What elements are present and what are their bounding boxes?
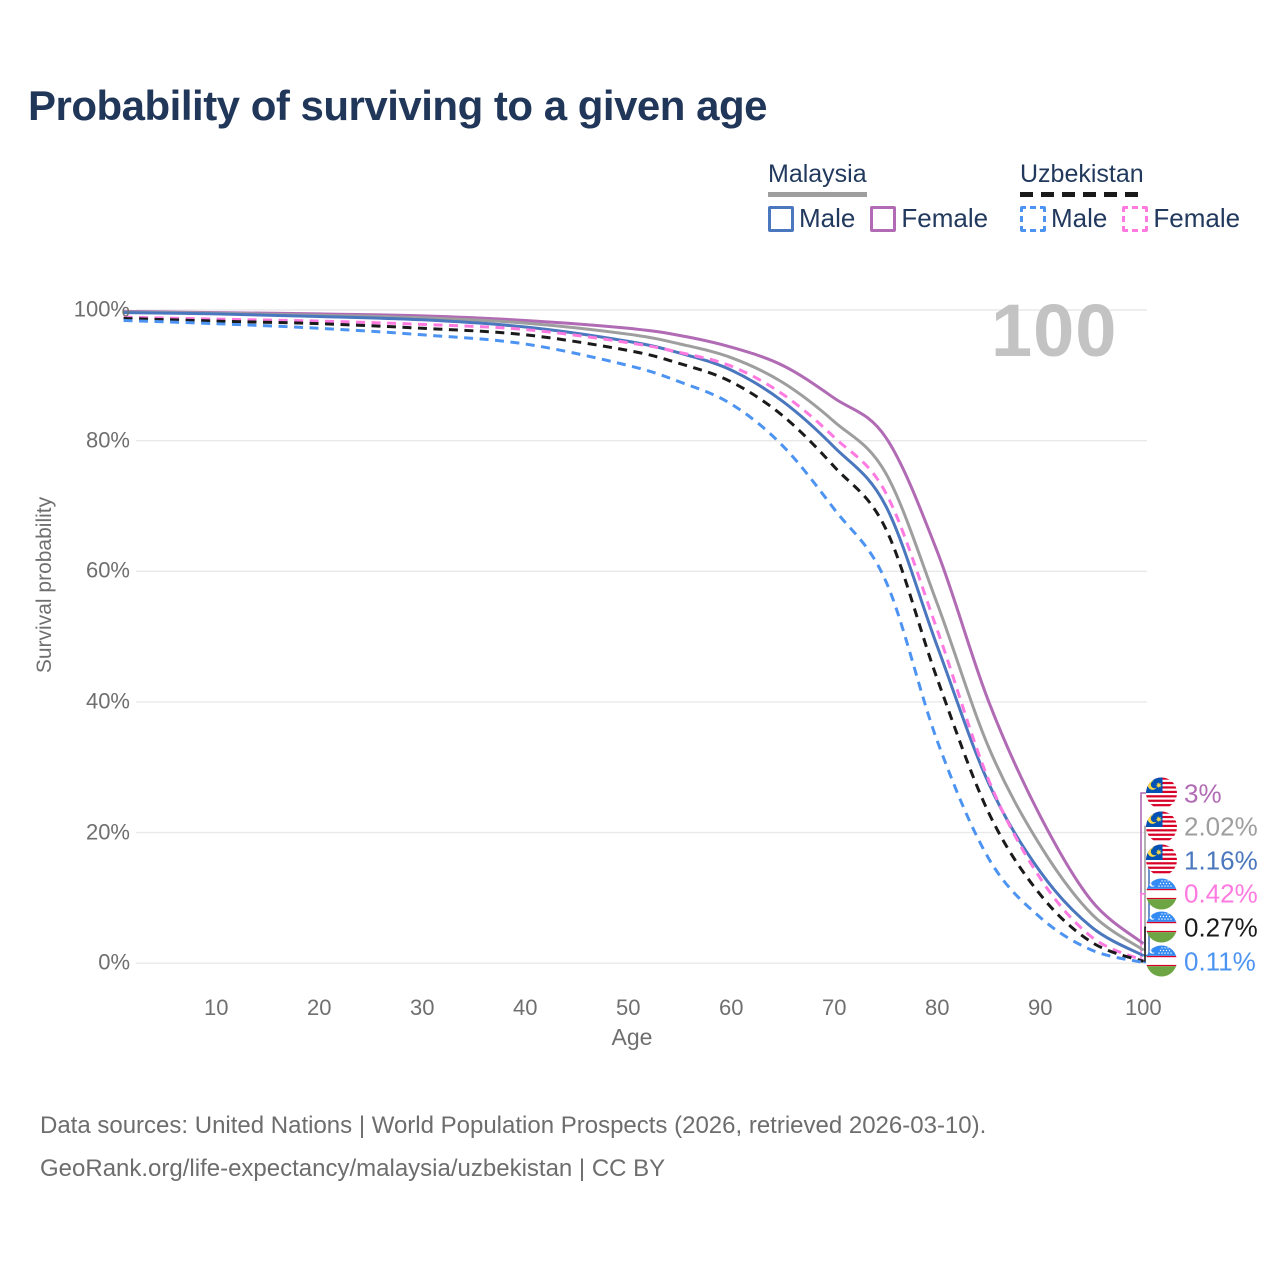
- x-tick-label-100: 100: [1124, 995, 1162, 1020]
- legend-group-uzbekistan: Uzbekistan Male Female: [1020, 160, 1240, 234]
- legend-country-line-dashed: [1020, 192, 1144, 197]
- end-label-uzbekistan-female: 0.42%: [1146, 878, 1258, 910]
- y-tick-label-100pct: 100%: [73, 296, 130, 322]
- y-tick-label-60pct: 60%: [85, 557, 130, 583]
- footer-attribution: GeoRank.org/life-expectancy/malaysia/uzb…: [40, 1155, 666, 1182]
- footer: Data sources: United Nations | World Pop…: [40, 1104, 986, 1190]
- legend-swatch-icon: [870, 205, 897, 232]
- end-value-label: 2.02%: [1184, 811, 1258, 842]
- x-tick-label-70: 70: [822, 995, 847, 1020]
- end-value-label: 0.27%: [1184, 912, 1258, 943]
- x-axis-title: Age: [611, 1024, 653, 1050]
- y-tick-label-0pct: 0%: [98, 949, 130, 975]
- legend-items: Male Female: [1020, 203, 1240, 234]
- series-line-uzbekistan-both-sexes[interactable]: [123, 317, 1144, 963]
- end-value-label: 0.42%: [1184, 878, 1258, 909]
- uzbekistan-flag-icon: [1146, 945, 1177, 977]
- series-line-malaysia-both-sexes[interactable]: [123, 310, 1145, 952]
- legend-item-uzbekistan-male[interactable]: Male: [1020, 203, 1107, 234]
- x-tick-label-40: 40: [513, 995, 538, 1020]
- legend-swatch-icon: [768, 205, 794, 232]
- uzbekistan-flag-icon: [1146, 911, 1177, 943]
- malaysia-flag-icon: [1146, 777, 1177, 809]
- legend-group-malaysia: Malaysia Male Female: [768, 160, 988, 234]
- x-tick-label-60: 60: [719, 995, 744, 1020]
- end-label-malaysia-both-sexes: 2.02%: [1146, 811, 1258, 843]
- legend-item-label: Female: [1153, 203, 1241, 233]
- end-label-uzbekistan-both-sexes: 0.27%: [1146, 911, 1258, 943]
- legend-country-uzbekistan[interactable]: Uzbekistan: [1020, 160, 1144, 197]
- end-label-uzbekistan-male: 0.11%: [1146, 945, 1256, 977]
- legend-swatch-icon: [1122, 205, 1149, 232]
- legend-item-uzbekistan-female[interactable]: Female: [1122, 203, 1240, 234]
- footer-data-sources: Data sources: United Nations | World Pop…: [40, 1112, 987, 1139]
- legend-items: Male Female: [768, 203, 988, 234]
- end-value-label: 1.16%: [1184, 845, 1258, 876]
- page-title: Probability of surviving to a given age: [28, 82, 767, 129]
- x-tick-label-30: 30: [410, 995, 435, 1020]
- end-value-label: 0.11%: [1184, 946, 1256, 976]
- x-tick-label-50: 50: [616, 995, 641, 1020]
- x-tick-label-80: 80: [925, 995, 950, 1020]
- malaysia-flag-icon: [1146, 811, 1177, 843]
- age-counter-watermark: 100: [991, 289, 1118, 372]
- legend-item-label: Female: [901, 203, 989, 233]
- y-tick-label-20pct: 20%: [85, 819, 130, 845]
- legend-country-line-solid: [768, 192, 867, 197]
- y-axis-title: Survival probability: [33, 496, 56, 674]
- series-line-uzbekistan-male[interactable]: [123, 319, 1144, 964]
- y-tick-label-40pct: 40%: [85, 688, 130, 714]
- y-tick-label-80pct: 80%: [85, 427, 130, 453]
- x-tick-label-90: 90: [1028, 995, 1053, 1020]
- end-value-label: 3%: [1184, 778, 1222, 808]
- legend-item-malaysia-female[interactable]: Female: [870, 203, 988, 234]
- malaysia-flag-icon: [1146, 844, 1177, 876]
- legend-country-malaysia[interactable]: Malaysia: [768, 160, 867, 197]
- legend-item-label: Male: [1051, 203, 1108, 233]
- uzbekistan-flag-icon: [1146, 878, 1177, 910]
- end-label-malaysia-male: 1.16%: [1146, 844, 1258, 876]
- legend-swatch-icon: [1020, 205, 1046, 232]
- x-tick-label-10: 10: [204, 995, 229, 1020]
- series-line-malaysia-female[interactable]: [123, 309, 1145, 945]
- series-line-uzbekistan-female[interactable]: [123, 315, 1144, 962]
- legend-item-malaysia-male[interactable]: Male: [768, 203, 855, 234]
- x-tick-label-20: 20: [307, 995, 332, 1020]
- end-label-malaysia-female: 3%: [1146, 777, 1222, 809]
- legend-item-label: Male: [799, 203, 856, 233]
